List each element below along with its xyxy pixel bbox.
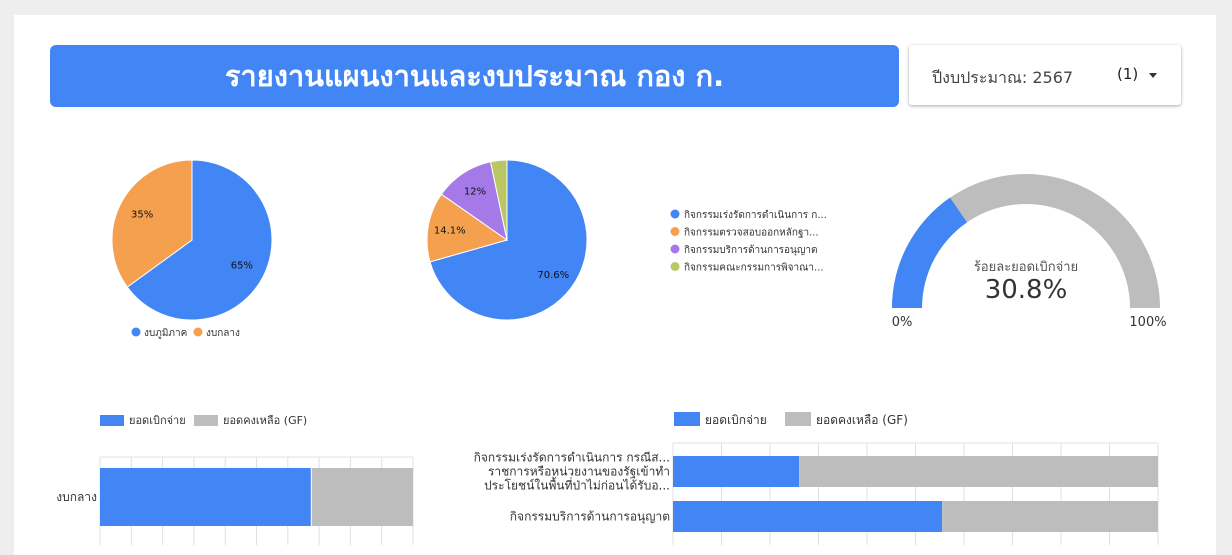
activity-bar-legend-swatch-1	[785, 412, 811, 426]
activity-pie-legend-label-0: กิจกรรมเร่งรัดการดำเนินการ ก...	[684, 210, 827, 221]
activity-pie-legend-swatch-0	[670, 209, 680, 219]
activity-pie-legend-swatch-2	[670, 244, 680, 254]
activity-pie-slice-3	[489, 159, 508, 241]
budget-pie-slice-0	[126, 159, 273, 321]
budget-pie-slice-label-0: 65%	[231, 260, 253, 271]
activity-bar-row-0-segment-0	[673, 456, 800, 487]
budget-type-pie-chart: 65% 35% งบภูมิภาค งบกลาง	[111, 159, 273, 339]
page-title: รายงานแผนงานและงบประมาณ กอง ก.	[50, 45, 899, 107]
activity-pie-slice-label-1: 14.1%	[434, 225, 466, 236]
activity-bar-row-0-segment-1	[799, 456, 1158, 487]
budget-bar-legend-label-1: ยอดคงเหลือ (GF)	[223, 414, 307, 427]
selected-count: (1)	[1117, 65, 1139, 83]
activity-bar-legend-label-1: ยอดคงเหลือ (GF)	[816, 413, 908, 427]
activity-pie-legend-swatch-1	[670, 227, 680, 236]
fiscal-year-label: ปีงบประมาณ: 2567	[932, 66, 1073, 91]
activity-pie-slice-0	[429, 159, 588, 321]
budget-pie-legend-label-1: งบกลาง	[206, 328, 240, 339]
activity-pie-slice-label-2: 12%	[464, 187, 486, 198]
budget-pie-slice-1	[111, 159, 193, 288]
budget-bar-legend-swatch-1	[194, 415, 218, 426]
budget-pie-slice-label-1: 35%	[131, 210, 153, 221]
gauge-min-label: 0%	[892, 315, 913, 330]
activity-pie-slice-2	[440, 161, 508, 242]
budget-bar-segment-1	[311, 468, 413, 526]
activity-pie-slice-label-0: 70.6%	[537, 270, 569, 281]
gauge-fill	[892, 197, 968, 308]
budget-pie-legend-swatch-1	[193, 327, 203, 337]
activity-bar-category-label-0-1: ราชการหรือหน่วยงานของรัฐเข้าทำ	[488, 465, 670, 479]
fiscal-year-value: 2567	[1032, 68, 1074, 87]
activity-pie-legend-label-1: กิจกรรมตรวจสอบออกหลักฐา...	[684, 228, 819, 239]
activity-pie-legend-label-2: กิจกรรมบริการด้านการอนุญาต	[684, 244, 818, 256]
chevron-down-icon[interactable]	[1149, 73, 1157, 78]
gauge-max-label: 100%	[1129, 315, 1166, 330]
gauge-title: ร้อยละยอดเบิกจ่าย	[974, 260, 1078, 275]
budget-type-bar-chart: ยอดเบิกจ่าย ยอดคงเหลือ (GF) งบกลาง	[56, 414, 414, 545]
budget-pie-legend-swatch-0	[131, 327, 141, 337]
activity-bar-legend-swatch-0	[674, 412, 700, 426]
activity-pie-chart: 70.6% 14.1% 12% กิจกรรมเร่งรัดการดำเนินการ …	[426, 159, 827, 321]
budget-bar-segment-0	[100, 468, 312, 526]
activity-bar-row-1-segment-1	[942, 501, 1158, 532]
activity-bar-category-label-0-0: กิจกรรมเร่งรัดการดำเนินการ กรณีส...	[474, 451, 670, 465]
budget-bar-legend-label-0: ยอดเบิกจ่าย	[129, 414, 186, 427]
activity-bar-category-label-0-2: ประโยชน์ในพื้นที่ป่าไม่ก่อนได้รับอ...	[484, 477, 670, 493]
gauge-value: 30.8%	[985, 275, 1068, 305]
gauge-track	[892, 174, 1160, 308]
activity-pie-legend-swatch-3	[670, 262, 680, 271]
budget-pie-legend-label-0: งบภูมิภาค	[144, 328, 187, 339]
activity-pie-legend-label-3: กิจกรรมคณะกรรมการพิจาณา...	[684, 263, 824, 274]
activity-bar-category-label-1-0: กิจกรรมบริการด้านการอนุญาต	[510, 510, 670, 525]
activity-bar-row-1-segment-0	[673, 501, 943, 532]
activity-bar-chart: ยอดเบิกจ่าย ยอดคงเหลือ (GF) กิจกรรมเร่งรัด…	[474, 412, 1159, 545]
activity-pie-slice-1	[426, 193, 509, 263]
fiscal-year-label-text: ปีงบประมาณ:	[932, 68, 1028, 87]
fiscal-year-filter[interactable]: ปีงบประมาณ: 2567 (1)	[909, 45, 1181, 105]
activity-bar-legend-label-0: ยอดเบิกจ่าย	[705, 413, 767, 427]
budget-bar-category-label: งบกลาง	[56, 490, 97, 504]
budget-bar-legend-swatch-0	[100, 415, 124, 426]
